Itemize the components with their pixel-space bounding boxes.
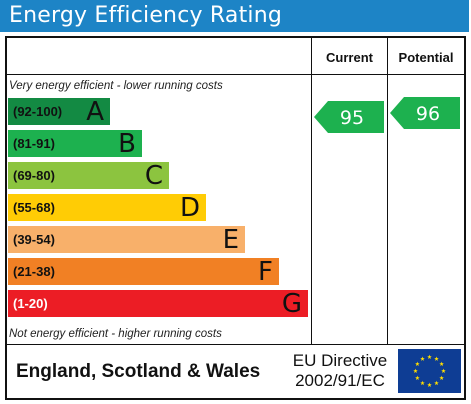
current-rating-arrow: 95 <box>314 101 384 133</box>
potential-rating-arrow: 96 <box>390 97 460 129</box>
directive-line-2: 2002/91/EC <box>295 371 385 390</box>
band-range-label: (81-91) <box>13 136 55 151</box>
eu-star-icon <box>439 361 444 366</box>
eu-star-icon <box>434 380 439 386</box>
potential-rating-value: 96 <box>416 103 440 125</box>
chart-title: Energy Efficiency Rating <box>9 3 283 28</box>
column-potential-header: Potential <box>398 50 454 65</box>
band-a: (92-100) A <box>8 97 110 127</box>
eu-star-icon <box>434 356 439 361</box>
current-rating-shape <box>314 101 384 133</box>
band-range-label: (92-100) <box>13 104 63 119</box>
note-bottom: Not energy efficient - higher running co… <box>9 328 222 340</box>
band-range-label: (39-54) <box>13 232 55 247</box>
current-rating-value: 95 <box>340 107 364 129</box>
eu-star-icon <box>439 375 444 380</box>
eu-star-icon <box>415 375 420 380</box>
rating-frame <box>5 36 466 400</box>
band-letter-label: D <box>179 193 200 223</box>
eu-star-icon <box>415 361 420 366</box>
eu-star-icon <box>420 380 425 386</box>
band-range-label: (21-38) <box>13 264 55 279</box>
eu-star-icon <box>427 354 432 359</box>
eu-flag-icon <box>398 349 461 393</box>
footer-country: England, Scotland & Wales <box>16 361 261 382</box>
band-f: (21-38) F <box>8 257 279 287</box>
divider-current <box>311 38 312 344</box>
divider-header <box>7 74 464 75</box>
band-letter-label: F <box>258 257 273 287</box>
potential-rating-shape <box>390 97 460 129</box>
band-letter-label: E <box>222 225 239 255</box>
band-range-label: (1-20) <box>13 296 48 311</box>
band-d: (55-68) D <box>8 193 206 223</box>
band-g: (1-20) G <box>8 289 308 319</box>
column-current-header: Current <box>326 50 373 65</box>
divider-potential <box>387 38 388 344</box>
band-letter-label: B <box>118 129 136 159</box>
footer-directive: EU Directive 2002/91/EC <box>284 351 396 391</box>
band-letter-label: G <box>281 289 302 319</box>
band-range-label: (55-68) <box>13 200 55 215</box>
divider-footer <box>7 344 464 345</box>
eu-star-icon <box>420 356 425 361</box>
band-e: (39-54) E <box>8 225 245 255</box>
band-c: (69-80) C <box>8 161 169 191</box>
eu-star-icon <box>427 382 432 387</box>
eu-star-icon <box>441 368 446 373</box>
band-range-label: (69-80) <box>13 168 55 183</box>
band-letter-label: C <box>144 161 163 191</box>
band-b: (81-91) B <box>8 129 142 159</box>
band-letter-label: A <box>86 97 104 127</box>
title-bar: Energy Efficiency Rating <box>0 0 469 32</box>
directive-line-1: EU Directive <box>292 351 388 370</box>
eu-star-icon <box>413 368 418 373</box>
note-top: Very energy efficient - lower running co… <box>9 80 223 92</box>
